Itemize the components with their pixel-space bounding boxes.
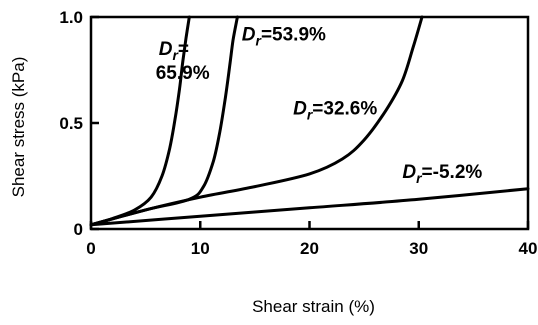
x-tick-label: 20 xyxy=(300,239,319,258)
y-axis-title: Shear stress (kPa) xyxy=(9,57,28,198)
series-line-4 xyxy=(89,187,530,227)
y-tick-label: 0.5 xyxy=(59,114,83,133)
curve-label-3: Dr=32.6% xyxy=(293,99,377,123)
x-axis-title: Shear strain (%) xyxy=(252,297,375,316)
curve-label-1: Dr= 65.9% xyxy=(156,39,210,84)
x-tick-label: 30 xyxy=(409,239,428,258)
curve-label-4: Dr=-5.2% xyxy=(402,162,482,186)
y-tick-label: 1.0 xyxy=(59,8,83,27)
labels: Shear strain (%) Shear stress (kPa) Dr= 65.… xyxy=(9,24,482,316)
x-tick-label: 10 xyxy=(191,239,210,258)
y-tick-label: 0 xyxy=(74,220,83,239)
series-line-3 xyxy=(89,15,424,227)
axes: 0 10 20 30 40 0 0.5 1.0 xyxy=(59,8,537,258)
x-tick-label: 0 xyxy=(86,239,95,258)
plot-frame xyxy=(89,15,530,231)
series-line-1 xyxy=(89,15,191,227)
series-group xyxy=(89,15,530,227)
curve-label-2: Dr=53.9% xyxy=(242,24,326,48)
x-tick-label: 40 xyxy=(519,239,538,258)
